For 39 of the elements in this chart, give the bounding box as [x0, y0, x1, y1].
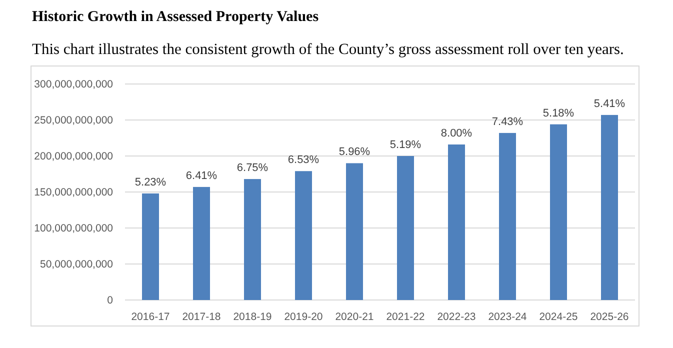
bar — [142, 193, 159, 300]
annotation: 8.00% — [440, 127, 472, 140]
bar — [448, 144, 465, 300]
annotation: 6.53% — [288, 154, 320, 166]
bar — [499, 132, 516, 300]
annotation: 6.75% — [236, 162, 268, 174]
annotation: 5.19% — [390, 139, 422, 151]
chart-title: Historic Growth in Assessed Property Values — [32, 9, 319, 25]
x-tick-label: 2017-18 — [182, 311, 221, 323]
bar — [397, 156, 414, 300]
bar — [244, 179, 261, 300]
x-tick-label: 2023-24 — [488, 311, 527, 323]
x-tick-label: 2018-19 — [233, 311, 272, 323]
y-tick-label: 150,000,000,000 — [34, 186, 114, 199]
annotation: 5.41% — [594, 98, 626, 110]
annotation: 5.18% — [542, 107, 574, 120]
y-tick-label: 300,000,000,000 — [34, 78, 114, 91]
bar — [346, 163, 363, 300]
chart-subtitle: This chart illustrates the consistent growth of the County’s gross assessment roll over ten years. — [32, 41, 624, 58]
bar — [601, 114, 618, 300]
x-tick-label: 2025-26 — [590, 311, 629, 323]
y-tick-label: 100,000,000,000 — [34, 222, 114, 235]
y-tick-label: 0 — [107, 294, 114, 307]
x-tick-label: 2024-25 — [539, 311, 578, 323]
y-tick-label: 50,000,000,000 — [40, 258, 114, 271]
annotation: 5.96% — [338, 146, 370, 158]
x-tick-label: 2022-23 — [437, 311, 476, 323]
y-tick-label: 250,000,000,000 — [34, 114, 114, 127]
bar — [193, 186, 210, 300]
annotation: 6.41% — [186, 170, 218, 182]
x-tick-label: 2019-20 — [284, 311, 323, 323]
y-tick-label: 200,000,000,000 — [34, 150, 114, 163]
x-tick-label: 2020-21 — [335, 311, 374, 323]
bar — [295, 171, 312, 300]
bar — [550, 124, 567, 300]
annotation: 5.23% — [134, 176, 166, 188]
x-tick-label: 2021-22 — [386, 311, 425, 323]
annotation: 7.43% — [492, 116, 524, 128]
x-tick-label: 2016-17 — [131, 311, 170, 323]
